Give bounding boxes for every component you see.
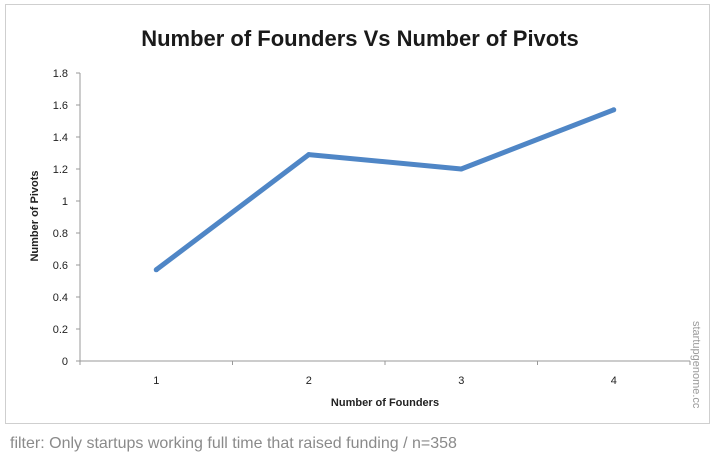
data-point xyxy=(458,166,464,172)
x-axis-label: Number of Founders xyxy=(331,397,439,409)
y-tick-label: 0.8 xyxy=(53,228,68,240)
data-point xyxy=(306,152,312,158)
x-ticks: 1 2 3 4 xyxy=(79,361,691,387)
series-line xyxy=(154,107,615,272)
data-point xyxy=(153,267,159,273)
y-tick-label: 0.4 xyxy=(53,292,68,304)
y-tick-label: 0.6 xyxy=(53,260,68,272)
y-axis-label: Number of Pivots xyxy=(29,170,41,261)
x-tick-label: 4 xyxy=(611,375,617,387)
y-tick-label: 0 xyxy=(62,356,68,368)
series xyxy=(153,107,617,273)
x-tick-label: 3 xyxy=(458,375,464,387)
y-tick-label: 1 xyxy=(62,196,68,208)
y-tick-label: 1.2 xyxy=(53,164,68,176)
chart-frame xyxy=(5,4,710,424)
watermark: startupgenome.cc xyxy=(690,321,702,409)
y-tick-label: 1.6 xyxy=(53,100,68,112)
x-tick-label: 1 xyxy=(153,375,159,387)
x-tick-label: 2 xyxy=(306,375,312,387)
y-tick-label: 1.8 xyxy=(53,68,68,80)
y-tick-label: 0.2 xyxy=(53,324,68,336)
chart-title: Number of Founders Vs Number of Pivots xyxy=(141,26,579,51)
y-ticks: 0 0.2 0.4 0.6 0.8 1 1.2 1.4 1.6 1.8 xyxy=(53,68,80,368)
y-tick-label: 1.4 xyxy=(53,132,68,144)
data-point xyxy=(611,107,617,113)
line-chart: Number of Founders Vs Number of Pivots 0… xyxy=(29,26,702,409)
caption: filter: Only startups working full time … xyxy=(10,435,457,452)
